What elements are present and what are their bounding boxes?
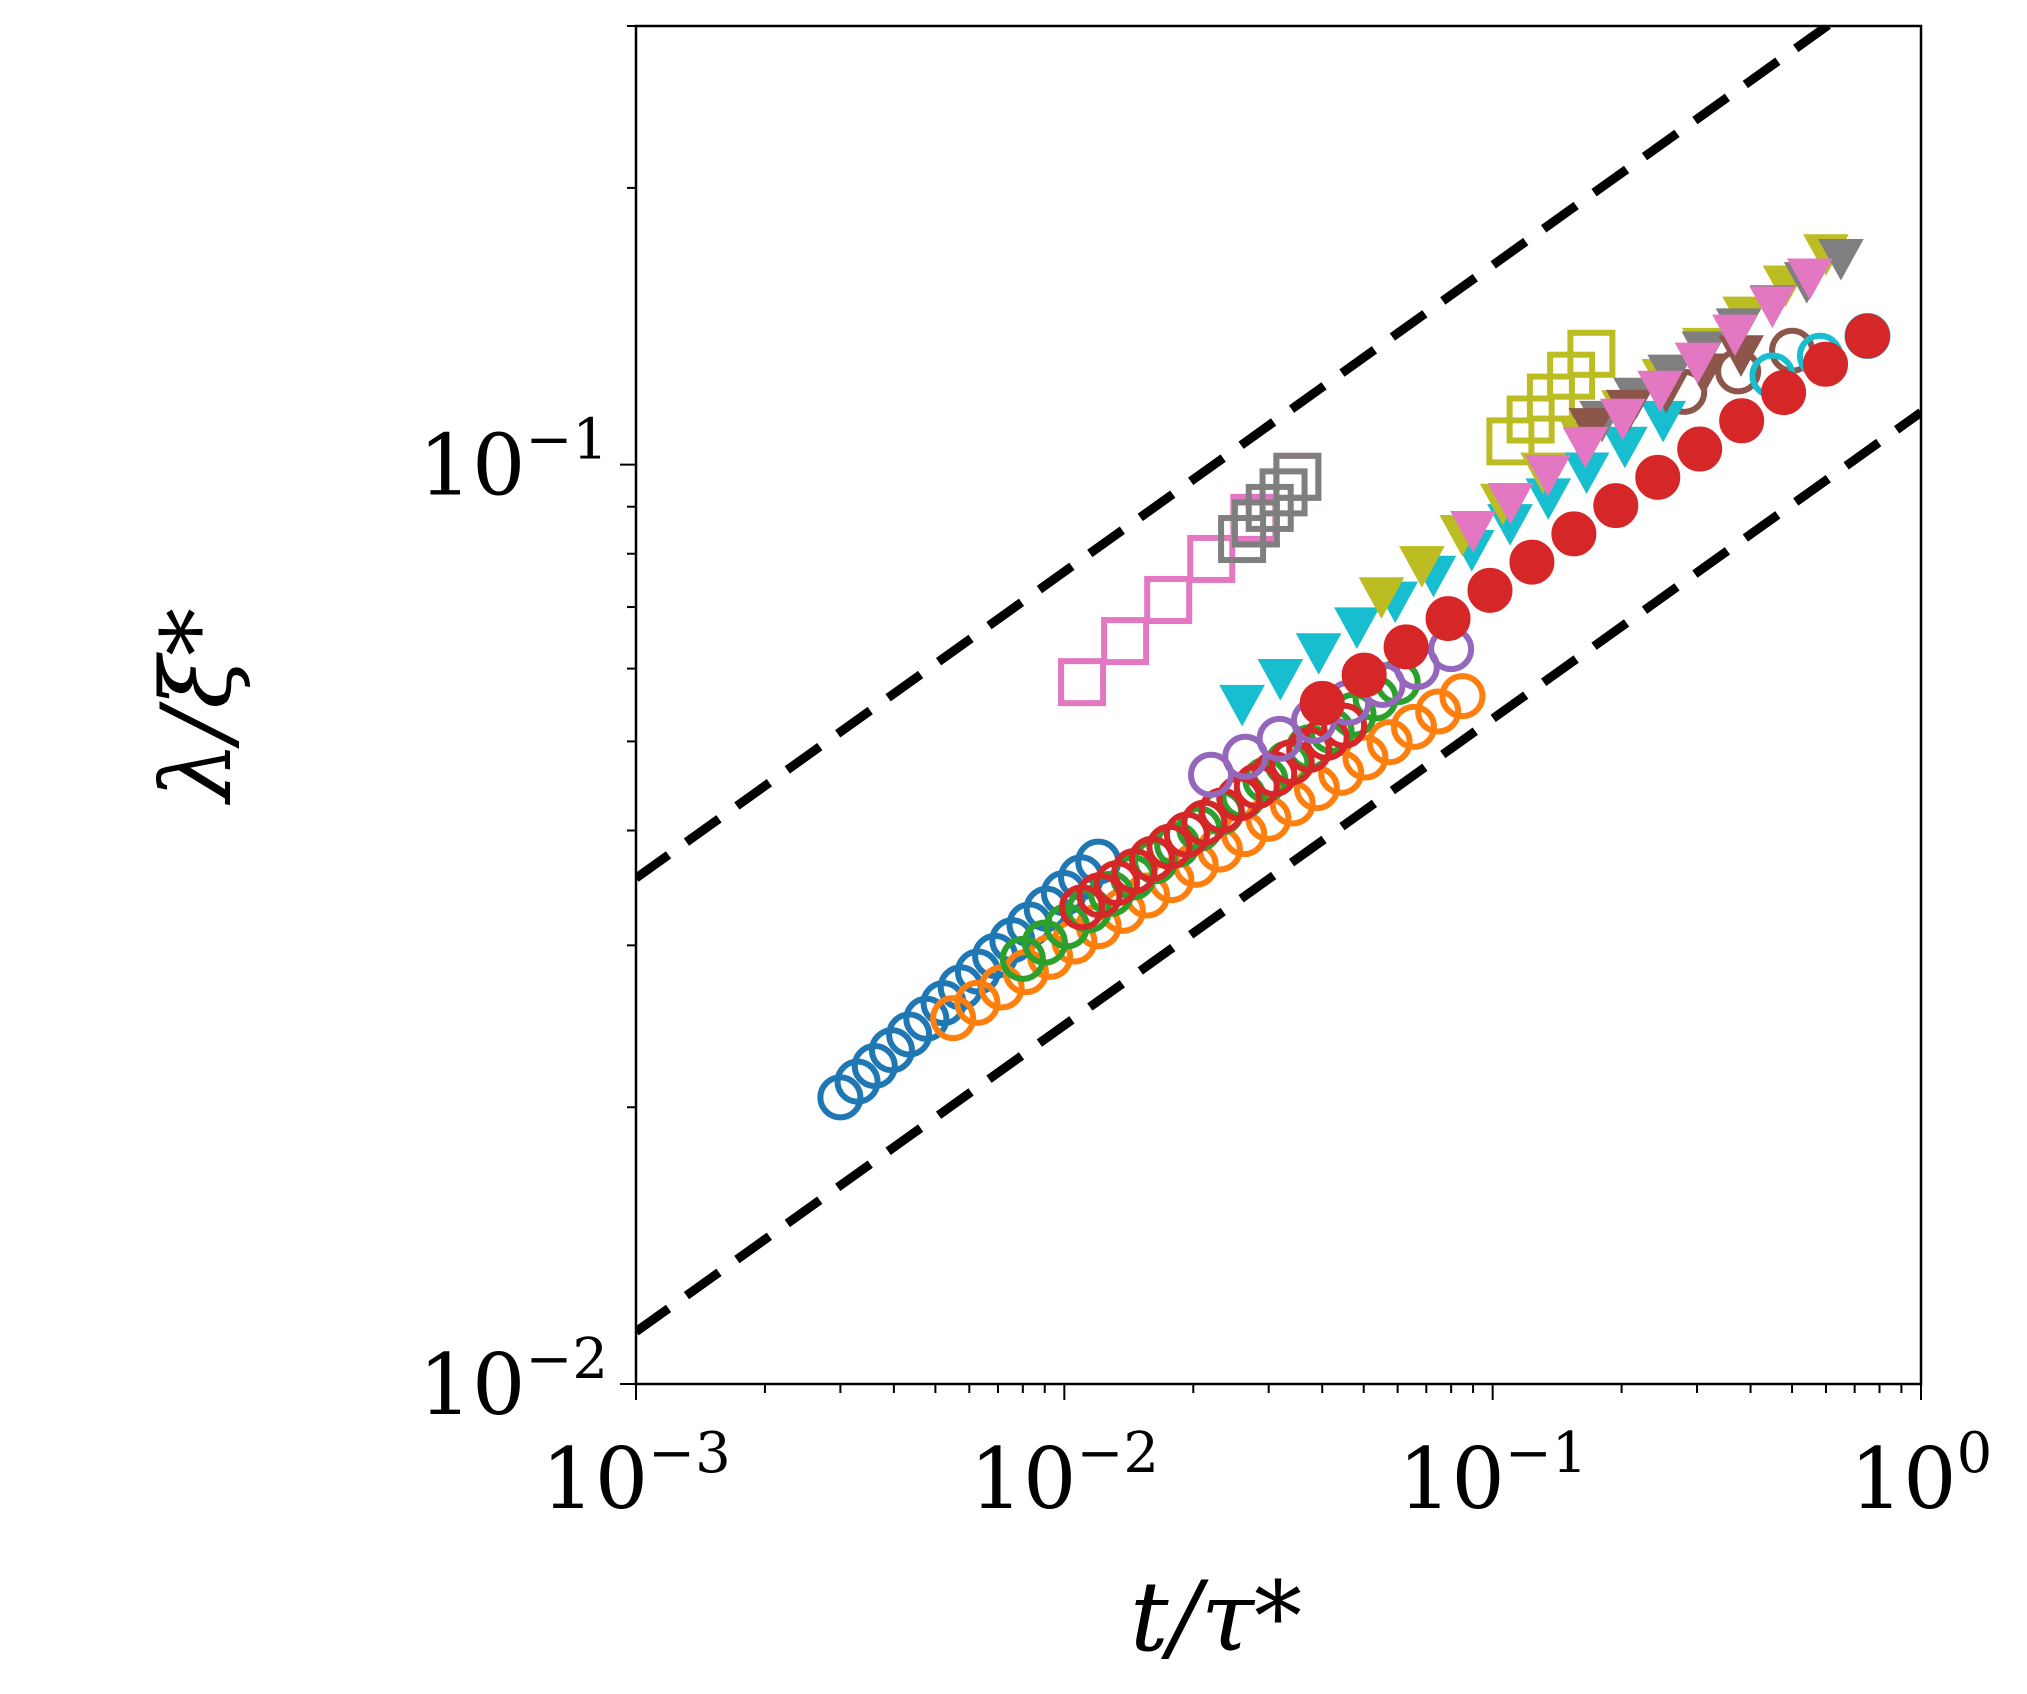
series-16-point [1677,426,1723,472]
x-tick-label: 10−2 [970,1421,1159,1528]
series-8-point [1245,483,1294,532]
series-16-point [1467,567,1513,613]
series-16-point [1341,652,1387,698]
lower-power-law-line [636,408,1921,1336]
series-10-point [1219,684,1265,727]
series-7-point [1144,576,1193,625]
series-2-point [1439,673,1486,720]
upper-power-law-line [636,26,1835,882]
reference-lines [636,26,1921,1336]
y-tick-label: 10−2 [419,1327,608,1434]
x-tick-label: 10−3 [541,1421,730,1528]
y-tick-label: 10−1 [419,408,608,515]
series-16-point [1383,624,1429,670]
series-14-point [1712,314,1758,357]
x-axis-label: t/τ* [1130,1561,1302,1673]
series-16-point [1593,483,1639,529]
series-14-point [1786,258,1833,301]
series-14-point [1674,342,1721,385]
series-11-point [1399,546,1445,588]
series-16-point [1803,341,1849,387]
series-8-point [1218,515,1267,564]
series-16-point [1635,454,1681,500]
y-tick-labels: 10−2 10−1 [419,408,608,1434]
series-14-point [1450,511,1496,553]
series-8-point [1273,452,1322,501]
series-10-point [1334,607,1380,649]
series-14-point [1637,370,1683,413]
series-16-point [1761,370,1807,416]
series-2-point [930,995,977,1042]
series-16-point [1844,313,1890,359]
series-2-point [1342,734,1389,781]
series-8-point [1259,468,1308,517]
series-9-point [1567,329,1616,378]
data-markers [817,234,1891,1121]
series-16-point [1719,398,1765,444]
series-10-point [1295,633,1342,675]
series-16-point [1551,511,1597,557]
series-7-point [1273,452,1322,501]
series-7-point [1101,617,1150,666]
series-2-point [1390,703,1437,750]
series-14-point [1487,482,1534,525]
series-14-point [1525,454,1571,497]
x-tick-label: 10−1 [1398,1421,1587,1528]
series-8-point [1231,499,1280,548]
series-11-point [1358,577,1405,619]
series-14-point [1562,426,1609,469]
plot-frame [634,24,1923,1386]
series-16-point [1425,596,1471,642]
x-tick-label: 100 [1850,1421,1993,1528]
series-14-point [1749,286,1796,329]
x-tick-labels: 10−3 10−2 10−1 100 [541,1421,1992,1528]
minor-ticks [620,25,1922,1400]
series-16-point [1509,539,1555,585]
series-2-point [1415,688,1462,735]
series-2-point [954,979,1001,1026]
series-2-point [1366,719,1413,766]
y-axis-label: λ/ξ* [141,608,253,806]
series-7-point [1058,658,1107,707]
series-14-point [1599,398,1646,441]
series-16-point [1299,680,1345,726]
series-10-point [1257,659,1304,701]
